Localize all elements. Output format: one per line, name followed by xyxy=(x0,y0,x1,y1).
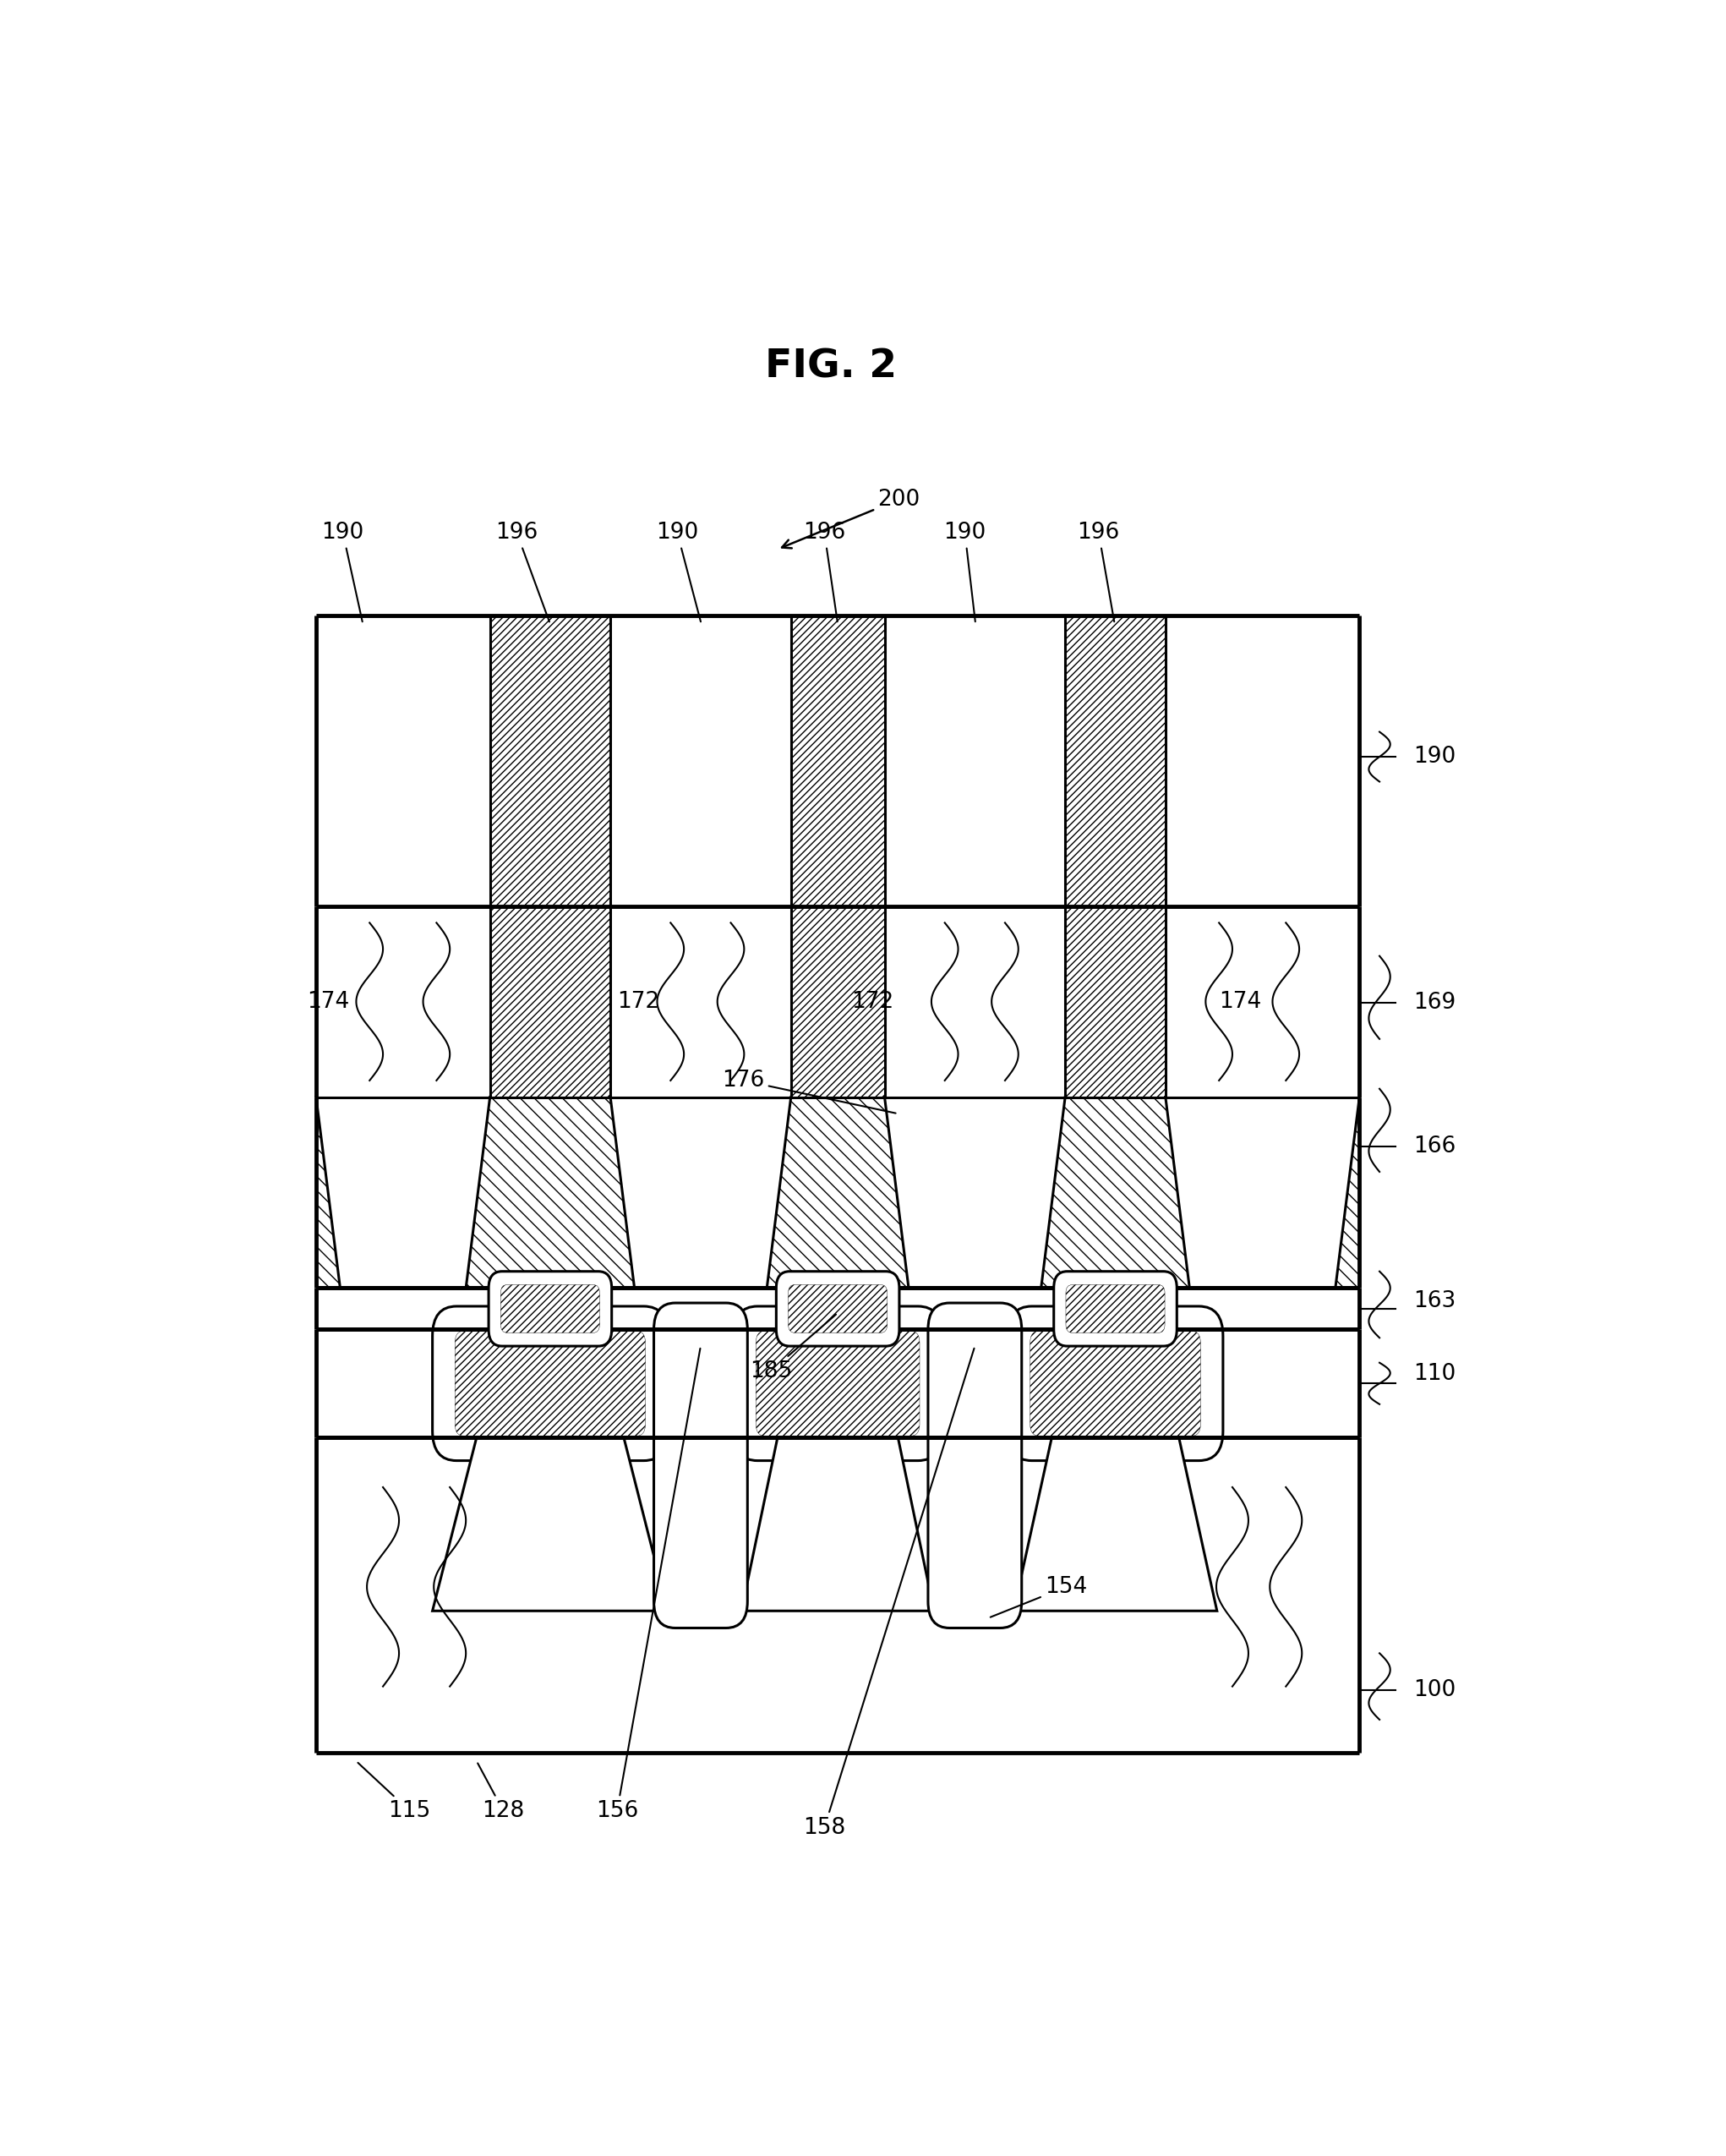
FancyBboxPatch shape xyxy=(488,1272,611,1345)
Text: 110: 110 xyxy=(1414,1363,1455,1386)
FancyBboxPatch shape xyxy=(433,1307,668,1460)
Text: 196: 196 xyxy=(495,522,549,621)
Bar xyxy=(1065,617,1165,906)
Bar xyxy=(316,906,490,1097)
FancyBboxPatch shape xyxy=(1055,1272,1177,1345)
Bar xyxy=(490,617,611,906)
Bar xyxy=(490,906,611,1097)
Polygon shape xyxy=(316,1097,490,1287)
Polygon shape xyxy=(884,1097,1065,1287)
FancyBboxPatch shape xyxy=(777,1272,899,1345)
Text: 200: 200 xyxy=(782,489,920,548)
Bar xyxy=(316,617,1360,1753)
Polygon shape xyxy=(433,1438,668,1611)
Bar xyxy=(490,906,611,1097)
FancyBboxPatch shape xyxy=(1008,1307,1224,1460)
Polygon shape xyxy=(1013,1438,1217,1611)
Text: 169: 169 xyxy=(1414,992,1455,1013)
Text: 176: 176 xyxy=(721,1069,896,1112)
Bar xyxy=(1065,906,1165,1097)
Polygon shape xyxy=(611,1097,791,1287)
Text: 172: 172 xyxy=(851,990,894,1013)
Text: 128: 128 xyxy=(478,1764,525,1822)
Bar xyxy=(791,906,884,1097)
Text: 163: 163 xyxy=(1414,1289,1455,1313)
Text: 115: 115 xyxy=(357,1764,432,1822)
Bar xyxy=(316,1097,1360,1287)
Text: 196: 196 xyxy=(803,522,846,621)
Text: 172: 172 xyxy=(618,990,659,1013)
Text: 190: 190 xyxy=(321,522,364,621)
Bar xyxy=(1165,906,1360,1097)
Bar xyxy=(316,1438,1360,1753)
Text: 185: 185 xyxy=(749,1315,835,1382)
Bar xyxy=(490,617,611,906)
FancyBboxPatch shape xyxy=(654,1302,747,1628)
Bar xyxy=(316,1287,1360,1330)
Bar xyxy=(791,617,884,906)
Text: 196: 196 xyxy=(1077,522,1120,621)
Text: 100: 100 xyxy=(1414,1680,1455,1701)
Bar xyxy=(1065,906,1165,1097)
Text: FIG. 2: FIG. 2 xyxy=(765,347,898,386)
Polygon shape xyxy=(742,1438,934,1611)
Text: 174: 174 xyxy=(307,990,349,1013)
Bar xyxy=(791,617,884,906)
Bar xyxy=(316,1330,1360,1438)
Bar xyxy=(316,1097,1360,1287)
Text: 190: 190 xyxy=(1414,746,1455,768)
Text: 190: 190 xyxy=(656,522,701,621)
FancyBboxPatch shape xyxy=(929,1302,1022,1628)
Bar xyxy=(884,906,1065,1097)
Text: 174: 174 xyxy=(1219,990,1262,1013)
Text: 154: 154 xyxy=(991,1576,1087,1617)
FancyBboxPatch shape xyxy=(734,1307,942,1460)
Polygon shape xyxy=(1165,1097,1360,1287)
Bar xyxy=(611,906,791,1097)
Text: 158: 158 xyxy=(803,1348,973,1839)
Text: 190: 190 xyxy=(944,522,986,621)
Bar xyxy=(791,906,884,1097)
Bar xyxy=(1065,617,1165,906)
Text: 166: 166 xyxy=(1414,1136,1455,1158)
Text: 156: 156 xyxy=(595,1348,701,1822)
